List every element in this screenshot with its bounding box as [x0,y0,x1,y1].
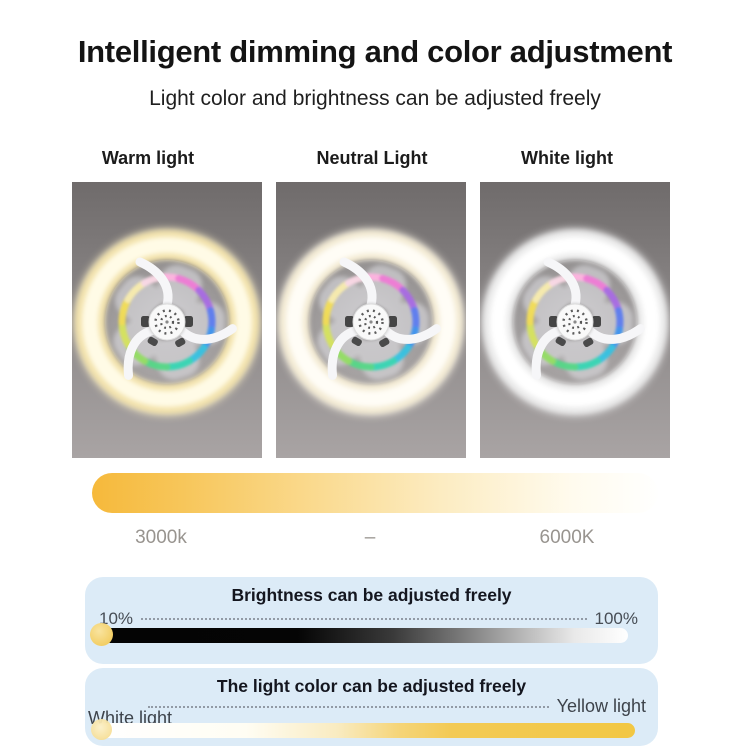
dotted-leader [141,618,587,620]
brightness-max-label: 100% [594,609,638,628]
variant-label-neutral: Neutral Light [316,148,428,168]
brightness-card: Brightness can be adjusted freely 10% 10… [85,577,658,664]
variant-label-warm: Warm light [101,148,195,168]
glow-ring [73,228,261,416]
brightness-gradient-bar [95,628,628,643]
brightness-range-row: 10% 100% [99,609,638,629]
brightness-card-title: Brightness can be adjusted freely [231,585,512,605]
brightness-min-label: 10% [99,609,134,628]
page-subtitle: Light color and brightness can be adjust… [149,87,601,110]
brightness-knob [90,623,113,646]
yellow-light-label: Yellow light [556,696,646,716]
light-color-knob [91,719,112,740]
temp-max-label: 6000K [539,527,595,548]
dotted-leader [148,705,549,708]
light-color-card: The light color can be adjusted freely Y… [85,668,658,746]
page-title: Intelligent dimming and color adjustment [77,34,673,69]
temp-separator: – [364,527,376,548]
glow-ring [481,228,669,416]
photo-warm-light [72,182,262,458]
light-color-gradient-bar [95,723,635,738]
variant-label-white: White light [521,148,613,168]
photo-neutral-light [276,182,466,458]
color-temperature-bar [92,473,658,513]
light-color-range-row: Yellow light [140,696,646,717]
temp-min-label: 3000k [135,527,187,548]
glow-ring [277,228,465,416]
light-color-card-title: The light color can be adjusted freely [216,676,527,696]
photo-white-light [480,182,670,458]
